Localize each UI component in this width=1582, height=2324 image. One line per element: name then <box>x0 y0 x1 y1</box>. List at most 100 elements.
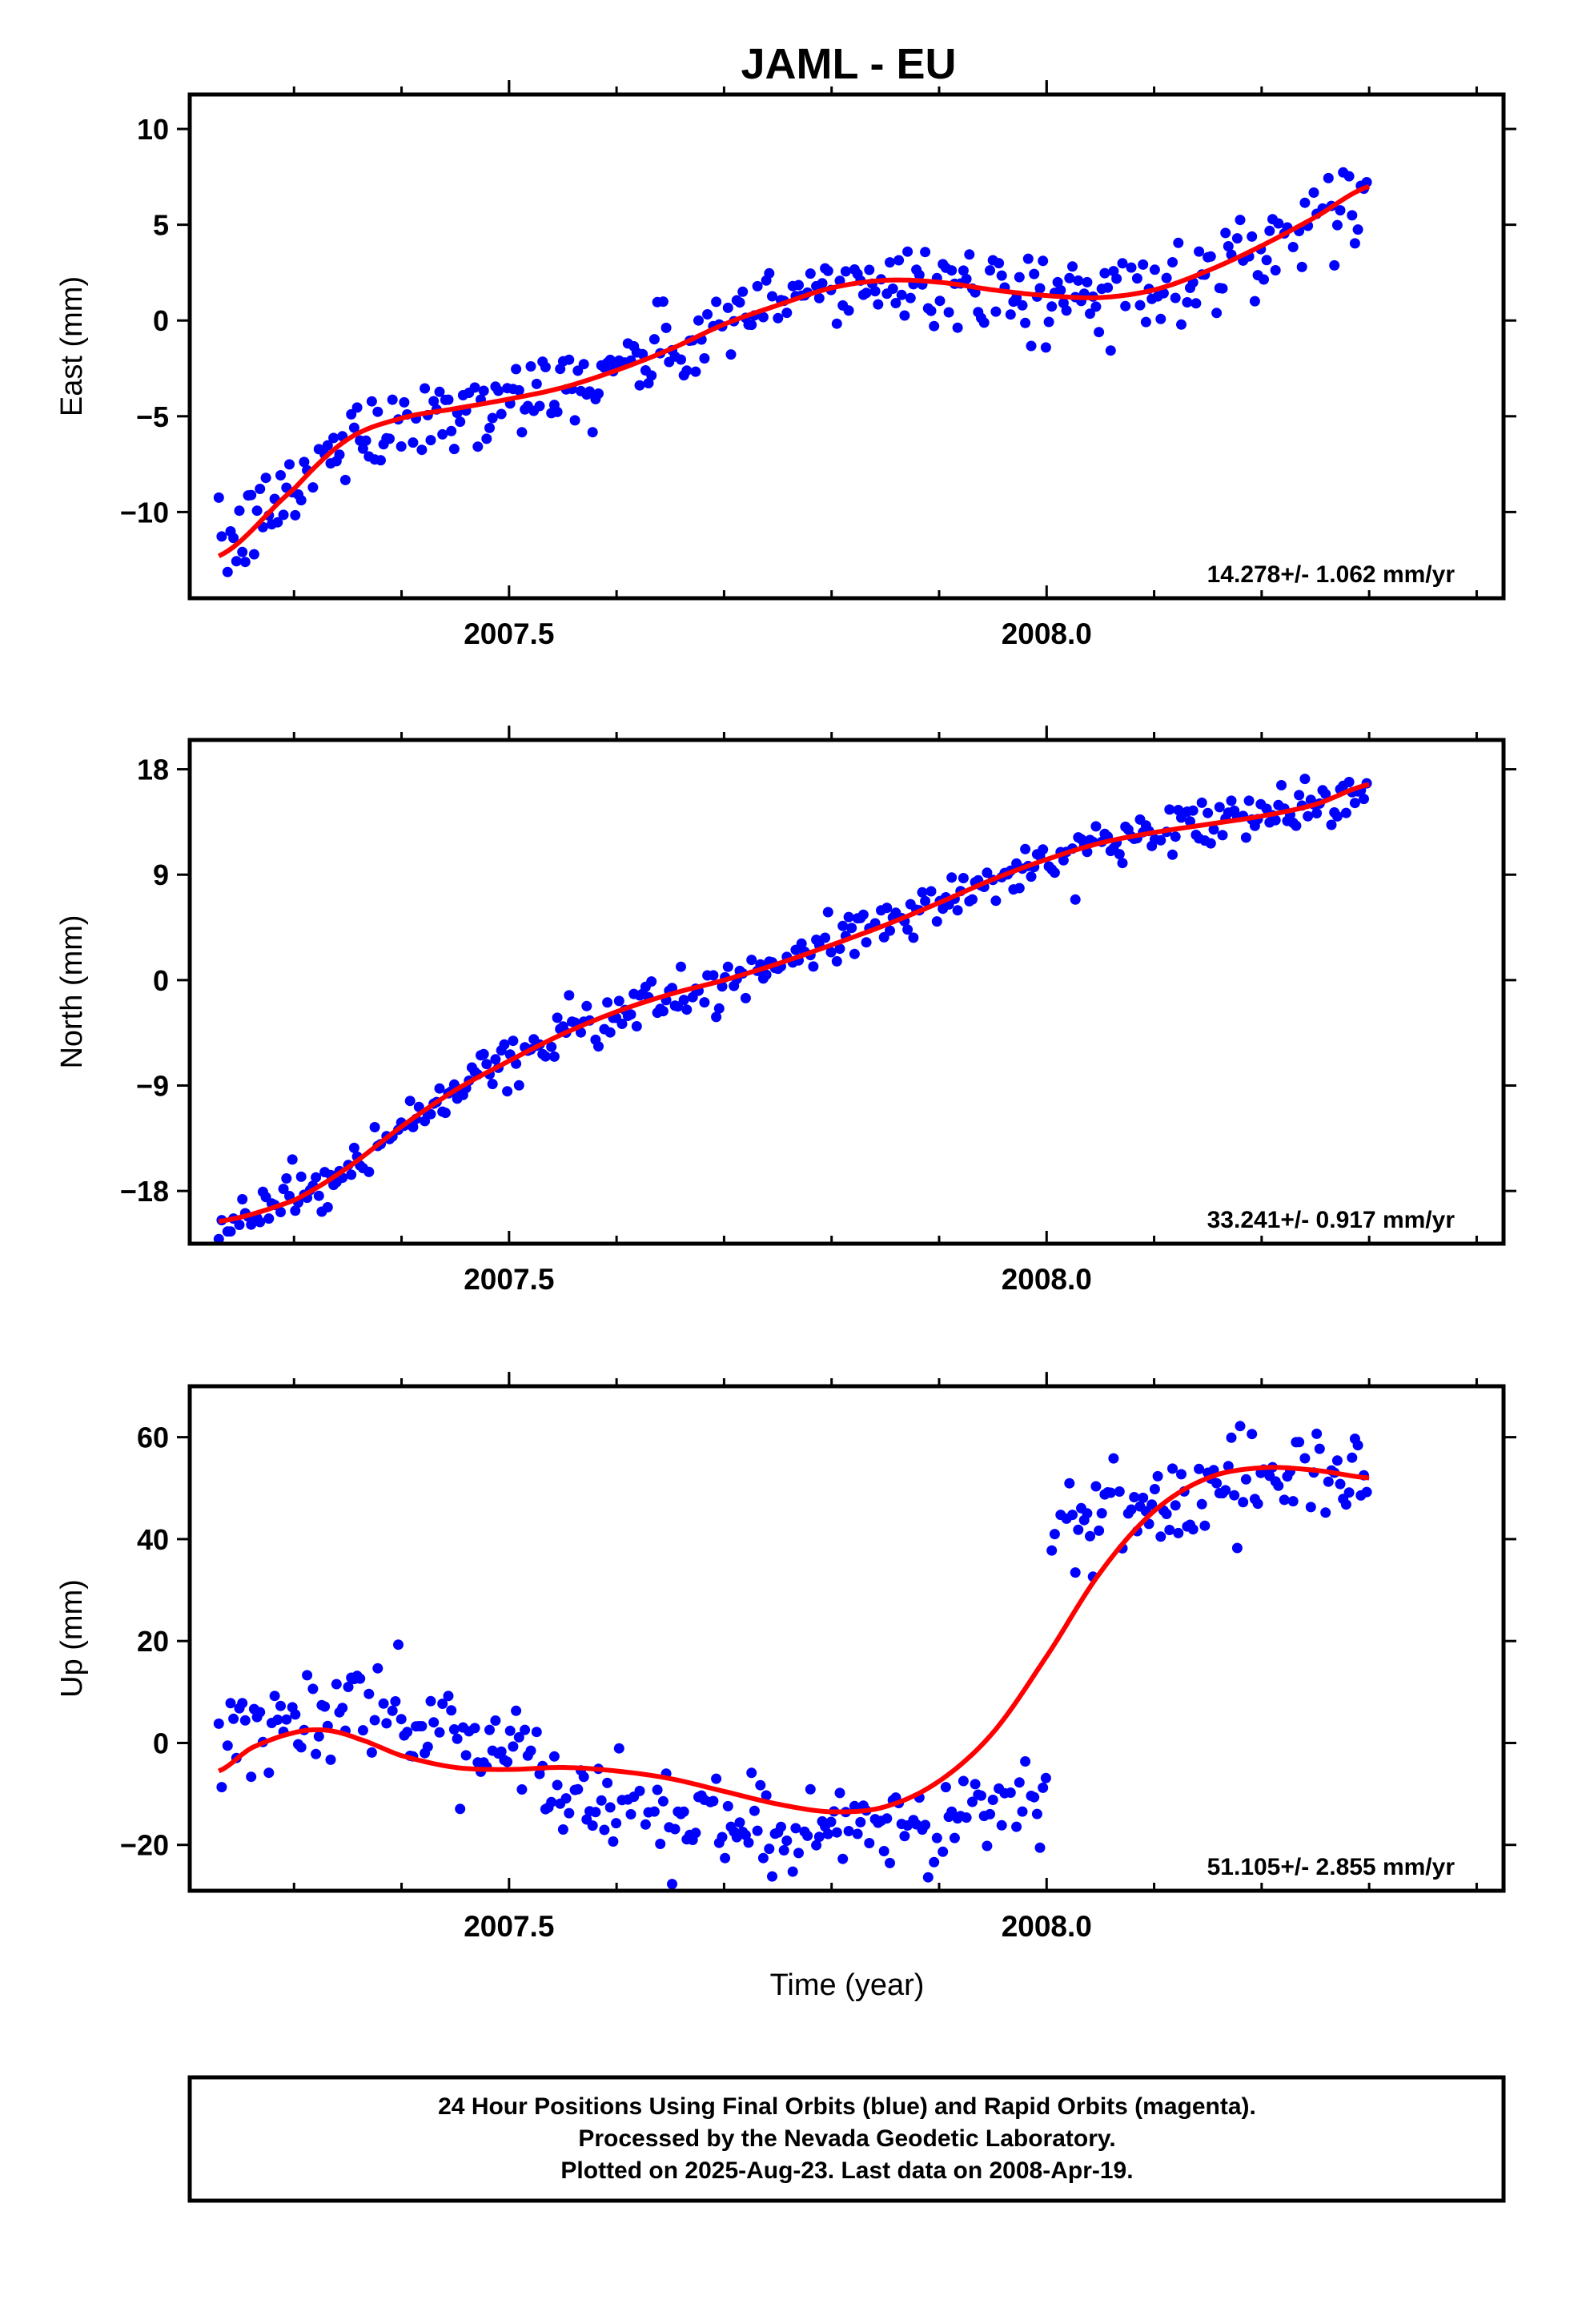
data-point <box>363 1166 375 1177</box>
data-point <box>481 433 492 444</box>
data-point <box>676 354 686 365</box>
data-point <box>978 317 990 328</box>
data-point <box>578 1771 589 1783</box>
data-point <box>552 1012 563 1023</box>
fit-curve <box>218 782 1370 1224</box>
data-point <box>646 370 657 381</box>
data-point <box>982 1840 993 1852</box>
data-point <box>1026 340 1037 352</box>
data-point <box>657 1006 669 1017</box>
data-point <box>1323 1476 1334 1487</box>
footer-box <box>187 2075 1506 2203</box>
data-point <box>1114 849 1125 860</box>
y-tick-label: 10 <box>137 113 169 146</box>
data-point <box>702 309 713 320</box>
data-point <box>1126 1504 1137 1515</box>
data-point <box>484 422 495 433</box>
data-point <box>581 1000 592 1011</box>
data-point <box>648 1806 660 1817</box>
data-point <box>446 1705 457 1716</box>
data-point <box>1170 1500 1181 1511</box>
data-point <box>225 1698 236 1709</box>
plot-frame <box>187 92 1506 601</box>
data-point <box>1326 819 1337 830</box>
data-point <box>699 997 710 1008</box>
data-point <box>1173 237 1184 248</box>
data-point <box>1022 253 1034 264</box>
data-point <box>552 406 563 417</box>
data-point <box>655 1839 666 1849</box>
data-point <box>761 1790 772 1801</box>
x-tick-label: 2008.0 <box>1002 1263 1092 1296</box>
data-point <box>1205 251 1216 262</box>
data-point <box>1235 1421 1246 1432</box>
data-point <box>902 924 913 935</box>
data-point <box>661 322 672 333</box>
data-point <box>290 1205 301 1216</box>
data-point <box>275 1700 286 1711</box>
data-point <box>1020 843 1031 854</box>
data-point <box>557 1824 568 1835</box>
data-point <box>690 366 701 377</box>
data-point <box>1252 1498 1263 1510</box>
data-point <box>1067 1510 1078 1521</box>
data-point <box>393 1639 404 1651</box>
data-point <box>990 895 1002 907</box>
data-point <box>849 948 860 959</box>
data-point <box>260 472 271 484</box>
data-point <box>1340 1499 1351 1510</box>
data-point <box>905 292 916 304</box>
east-panel: 2007.5 2008.0 10 5 0 −5 −10 East (mm) 14.278+/- … <box>55 80 1516 650</box>
data-point <box>578 359 589 370</box>
data-point <box>313 1731 324 1742</box>
data-point <box>540 361 551 372</box>
data-point <box>434 1083 445 1094</box>
data-point <box>425 1108 436 1120</box>
data-point <box>334 449 345 460</box>
data-point <box>820 932 831 943</box>
data-point <box>251 505 263 517</box>
data-point <box>1067 261 1078 272</box>
data-point <box>295 1742 307 1753</box>
data-point <box>985 1808 995 1819</box>
data-point <box>817 278 828 289</box>
data-point <box>363 1688 375 1699</box>
data-point <box>455 1803 466 1815</box>
data-point <box>1299 1453 1311 1464</box>
data-point <box>840 266 851 277</box>
data-point <box>531 378 542 389</box>
data-point <box>281 1714 292 1725</box>
y-tick-label: 20 <box>137 1625 169 1658</box>
data-point <box>1158 287 1169 299</box>
data-point <box>922 1872 934 1883</box>
data-point <box>926 305 937 316</box>
data-point <box>339 474 351 485</box>
data-point <box>255 484 266 494</box>
data-point <box>599 1824 610 1835</box>
data-point <box>1020 317 1031 328</box>
data-point <box>360 435 371 446</box>
data-point <box>1296 261 1307 272</box>
y-tick-label: −18 <box>120 1175 169 1208</box>
data-point <box>604 1802 616 1813</box>
data-point <box>469 1723 480 1734</box>
data-point <box>348 1142 359 1153</box>
data-point <box>1220 1485 1231 1496</box>
data-point <box>1038 255 1049 267</box>
data-point <box>1108 1453 1119 1464</box>
x-axis-title: Time (year) <box>770 1968 925 2002</box>
data-point <box>299 456 310 468</box>
data-point <box>425 435 436 446</box>
data-point <box>1340 807 1351 818</box>
data-point <box>749 1805 760 1816</box>
data-point <box>787 1866 798 1877</box>
data-point <box>657 296 669 308</box>
data-point <box>1264 225 1275 236</box>
data-point <box>234 1220 245 1230</box>
data-point <box>490 1715 501 1726</box>
data-point <box>1038 1782 1049 1793</box>
data-point <box>502 1756 513 1767</box>
data-point <box>843 305 854 316</box>
data-point <box>1343 1487 1355 1498</box>
